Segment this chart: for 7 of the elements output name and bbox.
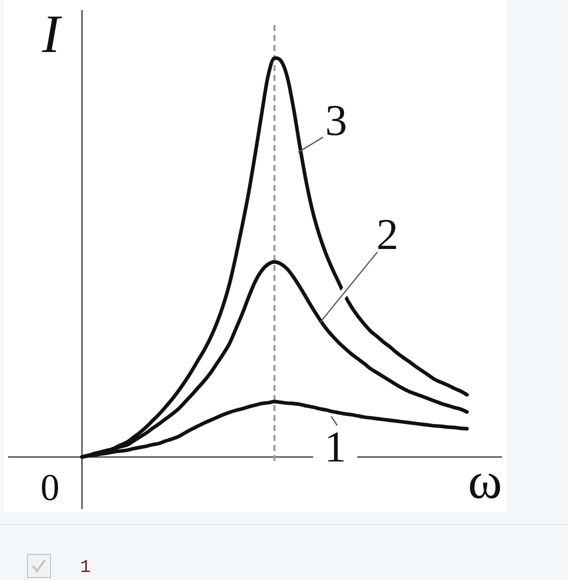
series-label: 3 bbox=[325, 96, 348, 146]
text: 0 bbox=[40, 467, 60, 509]
series-label: 2 bbox=[376, 210, 398, 259]
series-label: 1 bbox=[324, 422, 346, 472]
text: 1 bbox=[80, 557, 91, 580]
y-axis-title: I bbox=[41, 4, 64, 64]
x-axis-title: ω bbox=[468, 453, 502, 510]
